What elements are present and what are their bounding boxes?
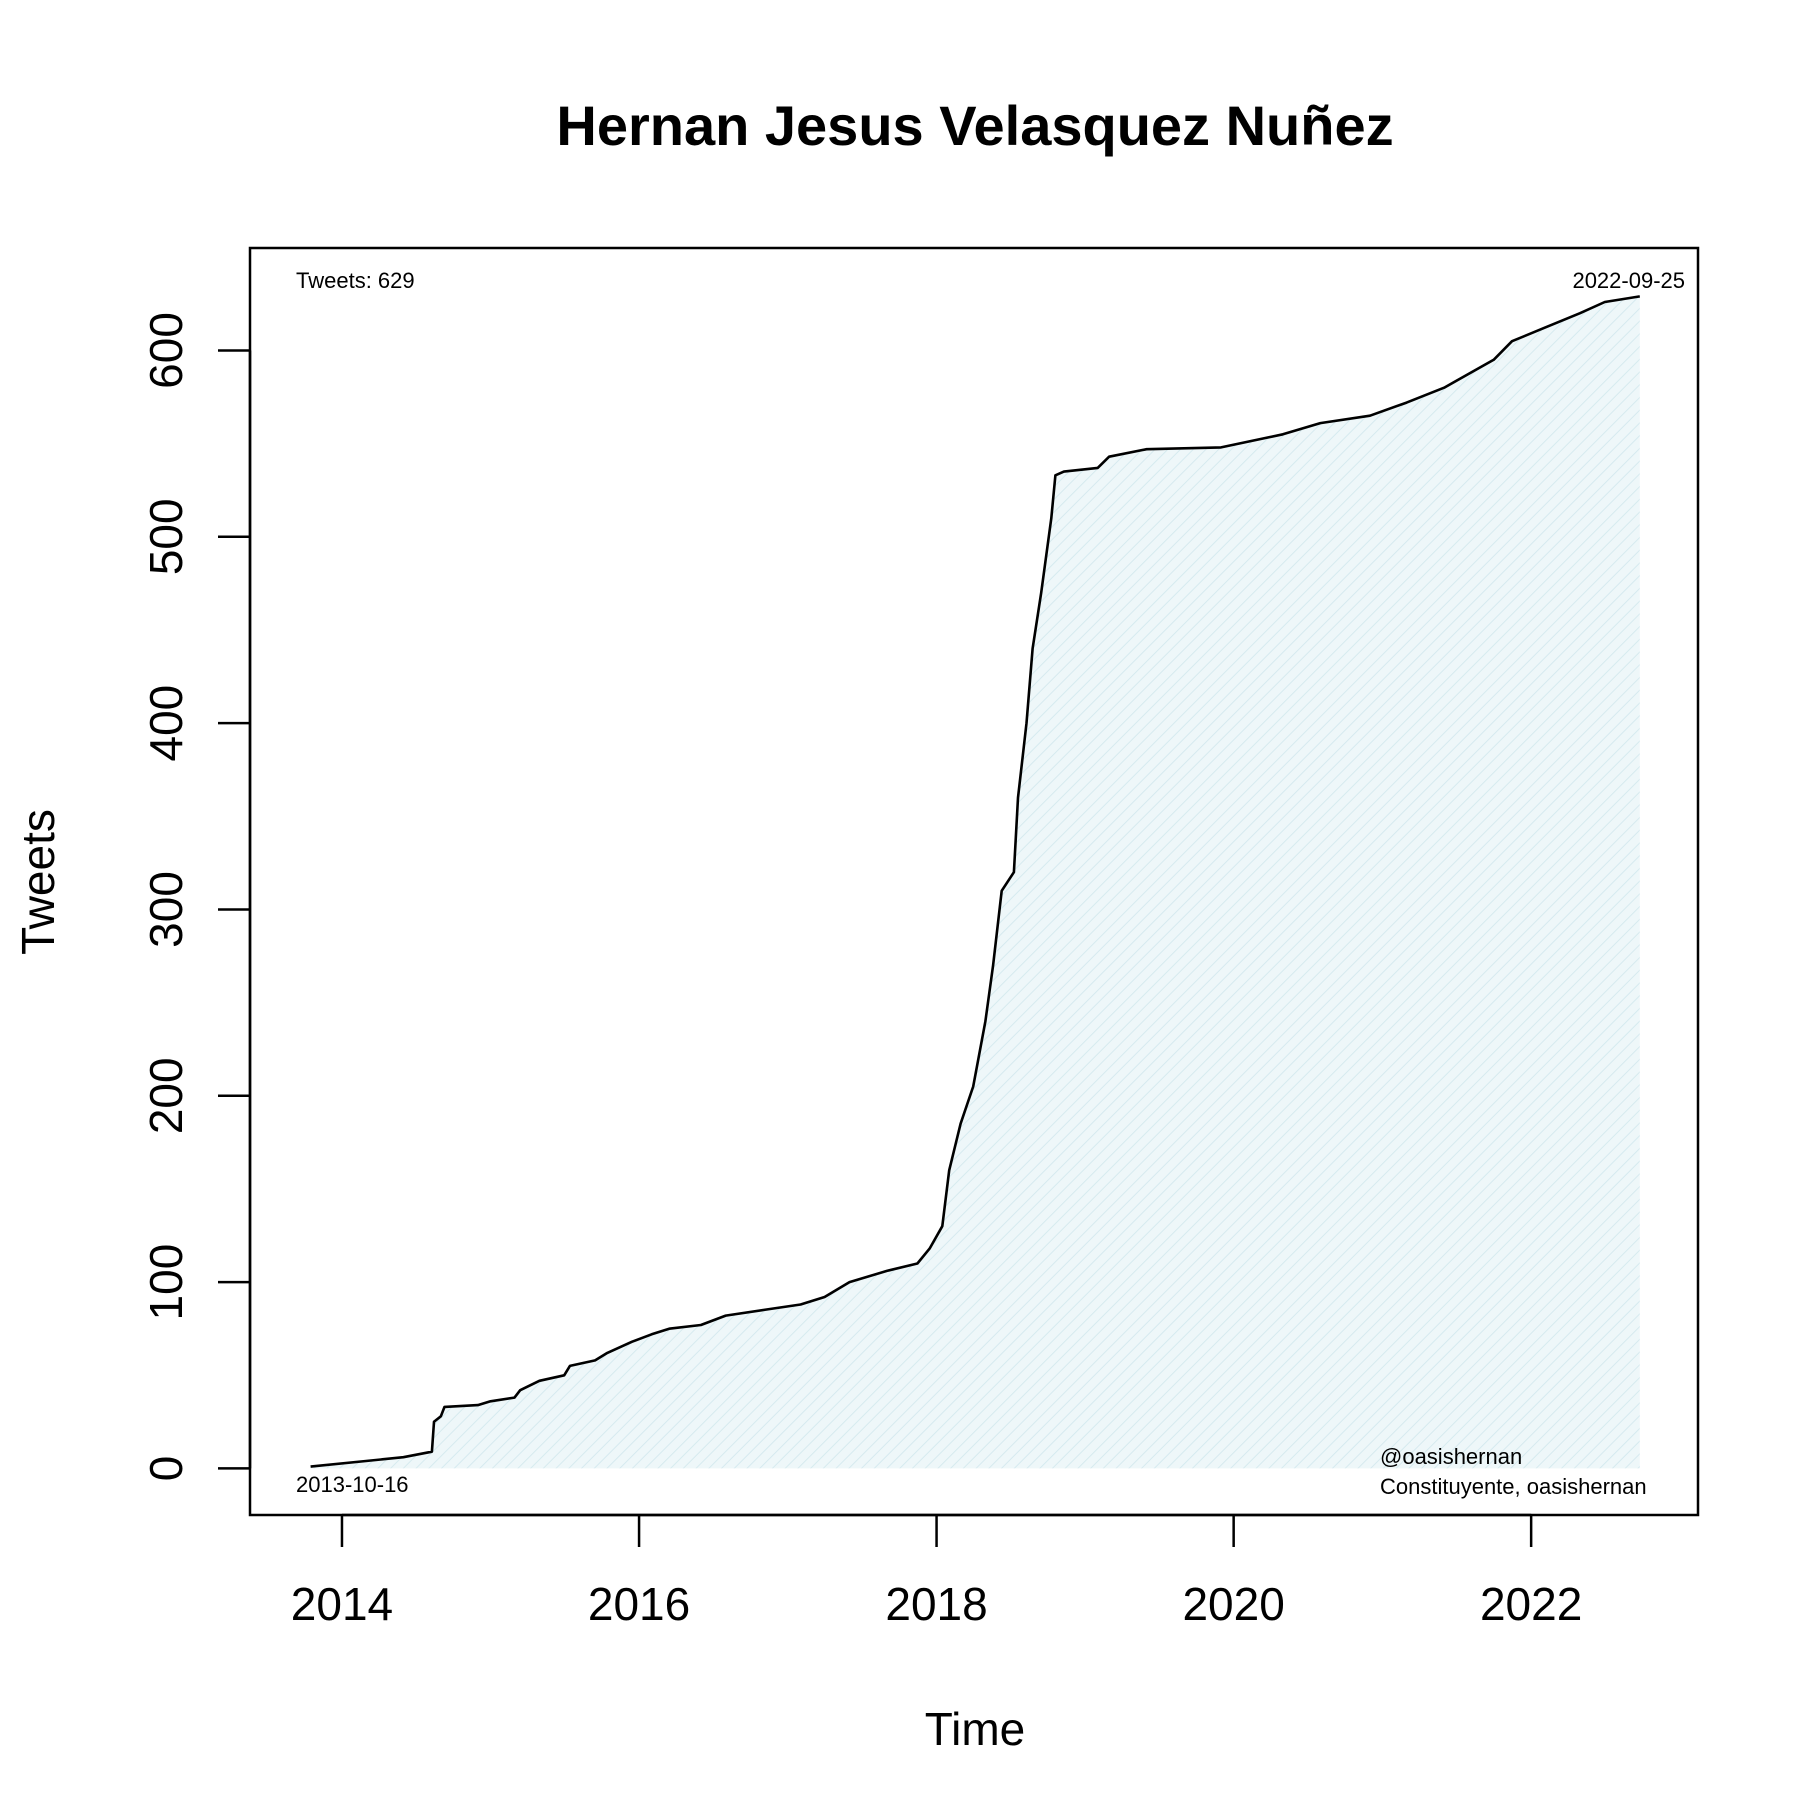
plot-area bbox=[310, 295, 1641, 1469]
tweet-count-annotation: Tweets: 629 bbox=[296, 268, 415, 293]
y-axis-title: Tweets bbox=[12, 809, 64, 955]
x-tick-label: 2022 bbox=[1480, 1578, 1582, 1630]
y-tick-label: 0 bbox=[140, 1456, 192, 1482]
x-tick-label: 2018 bbox=[885, 1578, 987, 1630]
y-tick-label: 100 bbox=[140, 1244, 192, 1321]
y-tick-label: 600 bbox=[140, 312, 192, 389]
handle-annotation: @oasishernan bbox=[1380, 1444, 1522, 1469]
x-tick-label: 2014 bbox=[291, 1578, 393, 1630]
series-area bbox=[310, 296, 1640, 1469]
x-axis: 2014 2016 2018 2020 2022 bbox=[291, 1513, 1582, 1630]
y-tick-label: 500 bbox=[140, 498, 192, 575]
plot-frame bbox=[248, 246, 1700, 1517]
y-tick-label: 200 bbox=[140, 1057, 192, 1134]
y-tick-label: 300 bbox=[140, 871, 192, 948]
end-date-annotation: 2022-09-25 bbox=[1572, 268, 1685, 293]
x-tick-label: 2020 bbox=[1182, 1578, 1284, 1630]
x-tick-label: 2016 bbox=[588, 1578, 690, 1630]
y-tick-label: 400 bbox=[140, 685, 192, 762]
description-annotation: Constituyente, oasishernan bbox=[1380, 1474, 1647, 1499]
series-line bbox=[310, 295, 1641, 1468]
y-axis: 0 100 200 300 400 500 600 bbox=[140, 312, 252, 1482]
start-date-annotation: 2013-10-16 bbox=[296, 1472, 409, 1497]
chart-title: Hernan Jesus Velasquez Nuñez bbox=[556, 94, 1393, 157]
x-axis-title: Time bbox=[925, 1703, 1026, 1755]
